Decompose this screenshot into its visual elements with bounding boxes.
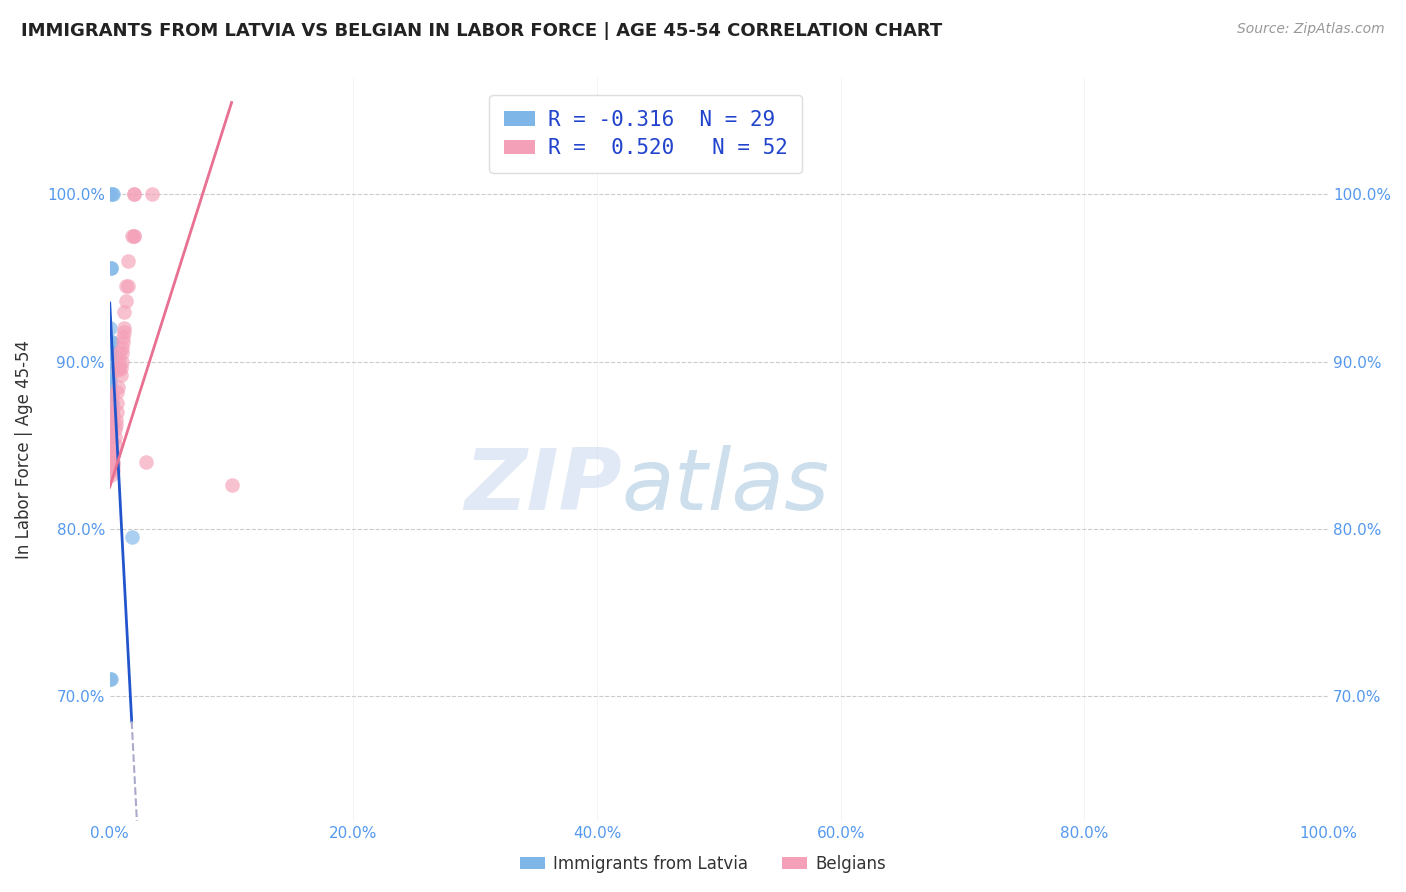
Text: atlas: atlas: [621, 445, 830, 528]
Point: [103, 463, 125, 477]
Point: [112, 325, 135, 339]
Legend: R = -0.316  N = 29, R =  0.520   N = 52: R = -0.316 N = 29, R = 0.520 N = 52: [489, 95, 803, 173]
Point: [114, 279, 136, 293]
Point: [100, 673, 122, 687]
Point: [100, 447, 122, 461]
Point: [107, 363, 129, 377]
Point: [100, 354, 122, 368]
Point: [100, 822, 122, 837]
Point: [100, 434, 122, 448]
Point: [98, 380, 121, 394]
Point: [98, 363, 121, 377]
Point: [100, 463, 122, 477]
Point: [122, 187, 145, 202]
Point: [100, 458, 122, 473]
Point: [101, 187, 124, 202]
Point: [114, 294, 136, 309]
Point: [101, 405, 124, 419]
Point: [100, 334, 122, 349]
Point: [101, 388, 124, 402]
Point: [100, 468, 122, 483]
Point: [135, 455, 157, 469]
Text: IMMIGRANTS FROM LATVIA VS BELGIAN IN LABOR FORCE | AGE 45-54 CORRELATION CHART: IMMIGRANTS FROM LATVIA VS BELGIAN IN LAB…: [21, 22, 942, 40]
Point: [105, 405, 128, 419]
Point: [101, 418, 124, 433]
Point: [100, 418, 122, 433]
Y-axis label: In Labor Force | Age 45-54: In Labor Force | Age 45-54: [15, 340, 32, 559]
Point: [112, 334, 135, 349]
Point: [221, 478, 243, 492]
Point: [122, 229, 145, 244]
Legend: Immigrants from Latvia, Belgians: Immigrants from Latvia, Belgians: [513, 848, 893, 880]
Point: [100, 346, 122, 360]
Point: [101, 334, 124, 349]
Point: [108, 361, 131, 376]
Point: [111, 354, 134, 368]
Point: [98, 426, 121, 441]
Point: [108, 354, 131, 368]
Point: [141, 187, 163, 202]
Point: [103, 187, 125, 202]
Point: [101, 396, 124, 410]
Point: [98, 430, 121, 444]
Point: [98, 405, 121, 419]
Point: [110, 368, 132, 382]
Point: [98, 388, 121, 402]
Point: [122, 187, 145, 202]
Point: [100, 418, 122, 433]
Point: [98, 321, 121, 335]
Point: [100, 260, 122, 275]
Point: [98, 371, 121, 385]
Point: [111, 341, 134, 355]
Point: [121, 530, 143, 544]
Point: [107, 380, 129, 394]
Text: ZIP: ZIP: [464, 445, 621, 528]
Point: [104, 421, 127, 435]
Point: [98, 187, 121, 202]
Text: Source: ZipAtlas.com: Source: ZipAtlas.com: [1237, 22, 1385, 37]
Point: [100, 260, 122, 275]
Point: [103, 455, 125, 469]
Point: [122, 229, 145, 244]
Point: [108, 346, 131, 360]
Point: [117, 279, 139, 293]
Point: [100, 438, 122, 452]
Point: [105, 384, 128, 399]
Point: [112, 329, 135, 343]
Point: [112, 304, 135, 318]
Point: [104, 418, 127, 433]
Point: [100, 425, 122, 439]
Point: [105, 396, 128, 410]
Point: [111, 346, 134, 360]
Point: [104, 413, 127, 427]
Point: [112, 321, 135, 335]
Point: [98, 673, 121, 687]
Point: [98, 388, 121, 402]
Point: [101, 409, 124, 424]
Point: [110, 361, 132, 376]
Point: [117, 254, 139, 268]
Point: [100, 450, 122, 464]
Point: [98, 375, 121, 389]
Point: [121, 229, 143, 244]
Point: [104, 438, 127, 452]
Point: [98, 367, 121, 381]
Point: [101, 405, 124, 419]
Point: [104, 430, 127, 444]
Point: [103, 458, 125, 473]
Point: [103, 447, 125, 461]
Point: [101, 396, 124, 410]
Point: [100, 346, 122, 360]
